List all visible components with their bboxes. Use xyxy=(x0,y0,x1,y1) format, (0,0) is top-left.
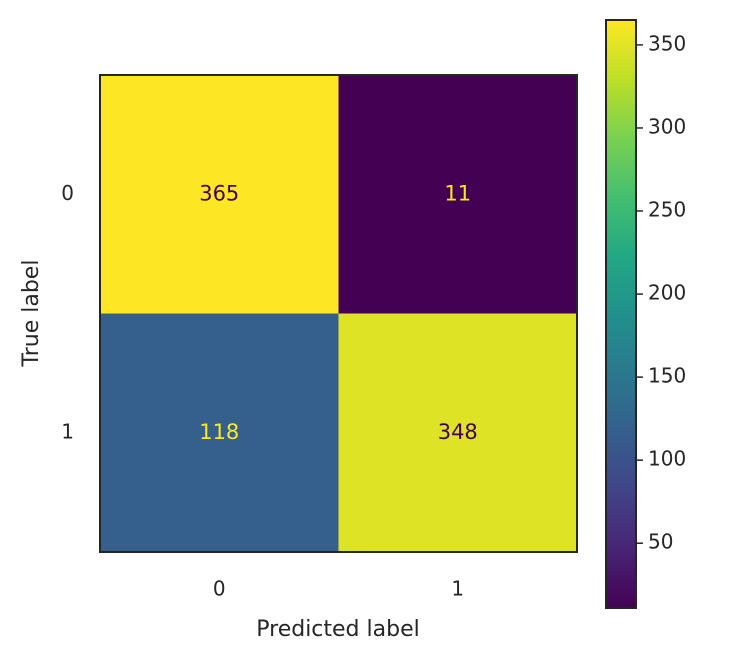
colorbar xyxy=(605,19,637,609)
cell-label: 11 xyxy=(444,181,471,205)
plot-frame xyxy=(99,74,578,553)
colorbar-tick-label: 250 xyxy=(648,198,686,222)
cell-label: 348 xyxy=(438,420,478,444)
y-axis-label: True label xyxy=(19,260,44,368)
y-tick-label: 1 xyxy=(61,419,74,443)
colorbar-tick-label: 200 xyxy=(648,281,686,305)
colorbar-tick-label: 300 xyxy=(648,114,686,138)
colorbar-tick-label: 150 xyxy=(648,364,686,388)
cell-label: 365 xyxy=(199,181,239,205)
cell xyxy=(338,75,578,314)
colorbar-tick-label: 100 xyxy=(648,447,686,471)
cell xyxy=(100,313,339,553)
cell-label: 118 xyxy=(199,420,239,444)
colorbar-tick-label: 50 xyxy=(648,530,673,554)
x-tick-label: 0 xyxy=(213,577,226,601)
colorbar-tick-label: 350 xyxy=(648,31,686,55)
y-tick-label: 0 xyxy=(61,181,74,205)
cell xyxy=(338,313,578,553)
x-axis-label: Predicted label xyxy=(256,617,419,642)
x-tick-label: 1 xyxy=(451,577,464,601)
cell xyxy=(100,75,339,314)
